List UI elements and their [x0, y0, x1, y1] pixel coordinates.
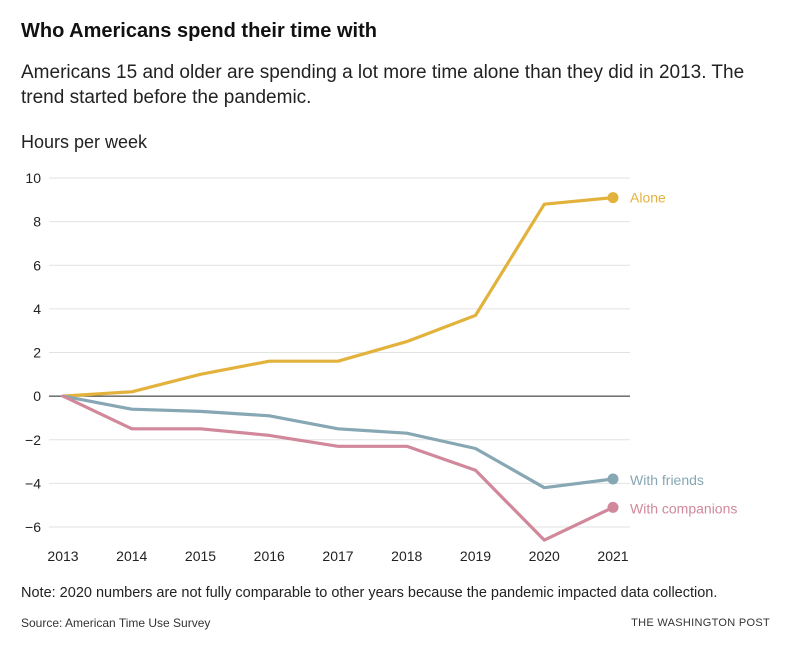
chart-source: Source: American Time Use Survey: [21, 616, 211, 630]
y-tick-labels: 10 8 6 4 2 0 −2 −4 −6: [25, 170, 41, 535]
gridlines: [49, 177, 630, 528]
x-tick-label: 2020: [529, 548, 560, 564]
x-tick-label: 2013: [47, 548, 78, 564]
y-tick-label: 10: [25, 170, 41, 186]
series-labels: Alone With friends With companions: [630, 190, 737, 517]
y-tick-label: 8: [33, 214, 41, 230]
series-label-alone: Alone: [630, 190, 666, 206]
series-label-with-companions: With companions: [630, 500, 737, 516]
y-tick-label: −4: [25, 475, 41, 491]
x-tick-label: 2018: [391, 548, 422, 564]
y-tick-label: 6: [33, 257, 41, 273]
series-line-alone: [61, 196, 615, 398]
chart-subtitle: Americans 15 and older are spending a lo…: [21, 62, 745, 108]
series-endpoint-alone: [607, 192, 619, 204]
x-tick-label: 2021: [597, 548, 628, 564]
y-tick-label: −6: [25, 519, 41, 535]
chart-title: Who Americans spend their time with: [21, 20, 377, 42]
publisher-credit: THE WASHINGTON POST: [631, 617, 770, 629]
y-tick-label: −2: [25, 432, 41, 448]
y-tick-label: 0: [33, 388, 41, 404]
y-tick-label: 2: [33, 345, 41, 361]
series-endpoint-with-companions: [607, 501, 619, 513]
series-endpoint-with-friends: [607, 473, 619, 485]
x-tick-label: 2015: [185, 548, 216, 564]
y-tick-label: 4: [33, 301, 41, 317]
series-label-with-friends: With friends: [630, 472, 704, 488]
x-tick-label: 2017: [322, 548, 353, 564]
series-line-with-friends: [61, 394, 615, 490]
x-tick-labels: 2013 2014 2015 2016 2017 2018 2019 2020 2021: [47, 548, 628, 564]
series-lines: [61, 192, 619, 542]
x-tick-label: 2016: [254, 548, 285, 564]
y-axis-label: Hours per week: [21, 132, 148, 152]
series-line-with-companions: [61, 394, 615, 542]
x-tick-label: 2014: [116, 548, 147, 564]
x-tick-label: 2019: [460, 548, 491, 564]
chart-note: Note: 2020 numbers are not fully compara…: [21, 585, 718, 601]
